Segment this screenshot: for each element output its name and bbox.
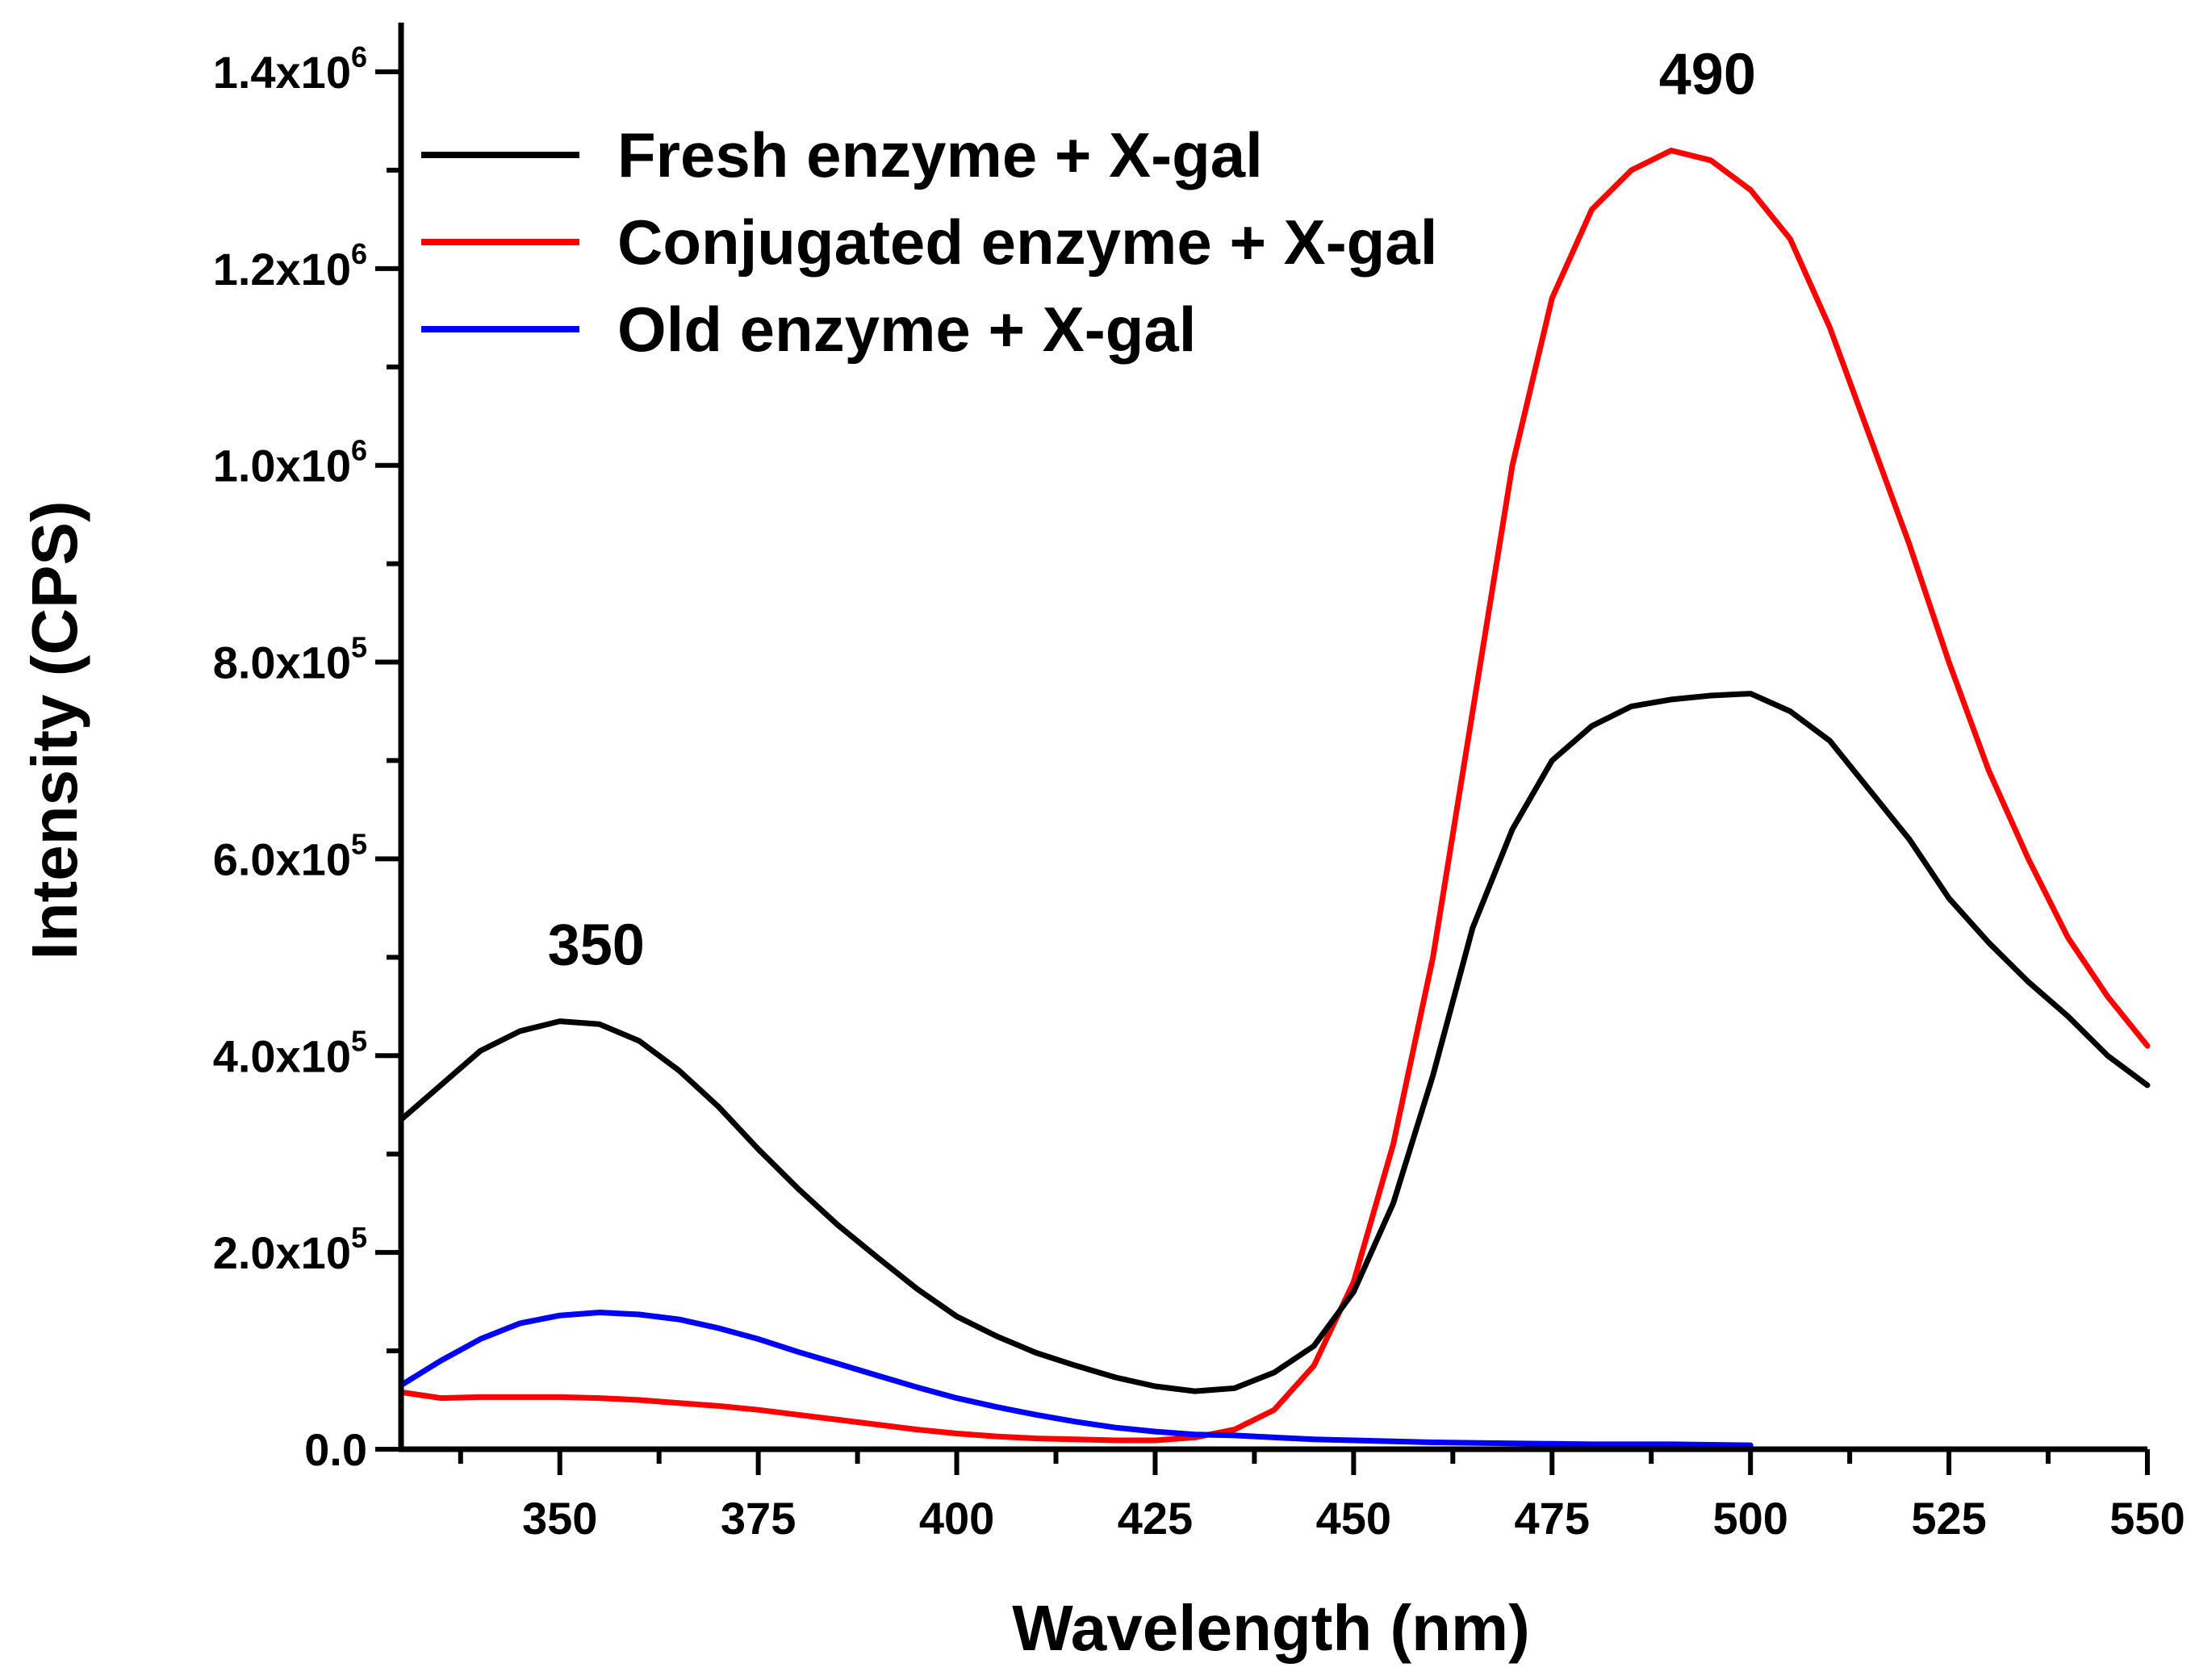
y-tick-label: 6.0x105 (213, 827, 367, 884)
y-tick-label: 1.2x106 (213, 237, 367, 295)
legend-label-1: Fresh enzyme + X-gal (617, 119, 1263, 190)
series-line-2 (398, 148, 2151, 1444)
legend: Fresh enzyme + X-gal Conjugated enzyme + … (421, 119, 1437, 365)
x-tick-label: 400 (919, 1493, 994, 1544)
legend-label-2: Conjugated enzyme + X-gal (617, 207, 1437, 278)
series-line-3 (398, 1310, 1754, 1448)
peak-annotation: 350 (548, 913, 645, 978)
legend-label-3: Old enzyme + X-gal (617, 294, 1196, 365)
ticks-layer: 350 375 400 425 450 475 500 525 550 0.0 2.0x105 4.0… (213, 40, 2185, 1544)
x-tick-label: 450 (1316, 1493, 1391, 1544)
y-tick-label: 2.0x105 (213, 1221, 367, 1278)
x-tick-label: 425 (1118, 1493, 1193, 1544)
series-line-1 (398, 691, 2151, 1394)
x-tick-label: 375 (721, 1493, 796, 1544)
y-tick-label: 1.0x106 (213, 434, 367, 491)
x-axis-title: Wavelength (nm) (1012, 1592, 1529, 1664)
y-tick-label: 0.0 (304, 1424, 367, 1475)
series-layer (398, 148, 2151, 1448)
y-axis-title: Intensity (CPS) (19, 501, 90, 960)
x-tick-label: 350 (522, 1493, 597, 1544)
peak-annotation: 490 (1659, 43, 1756, 107)
y-tick-label: 1.4x106 (213, 40, 367, 98)
x-tick-label: 500 (1712, 1493, 1787, 1544)
annotations: 350 490 (548, 43, 1756, 978)
x-tick-label: 525 (1911, 1493, 1986, 1544)
x-tick-label: 475 (1515, 1493, 1590, 1544)
y-tick-label: 4.0x105 (213, 1024, 367, 1081)
x-tick-label: 550 (2109, 1493, 2185, 1544)
axes-layer (398, 23, 2147, 1452)
y-tick-label: 8.0x105 (213, 631, 367, 688)
